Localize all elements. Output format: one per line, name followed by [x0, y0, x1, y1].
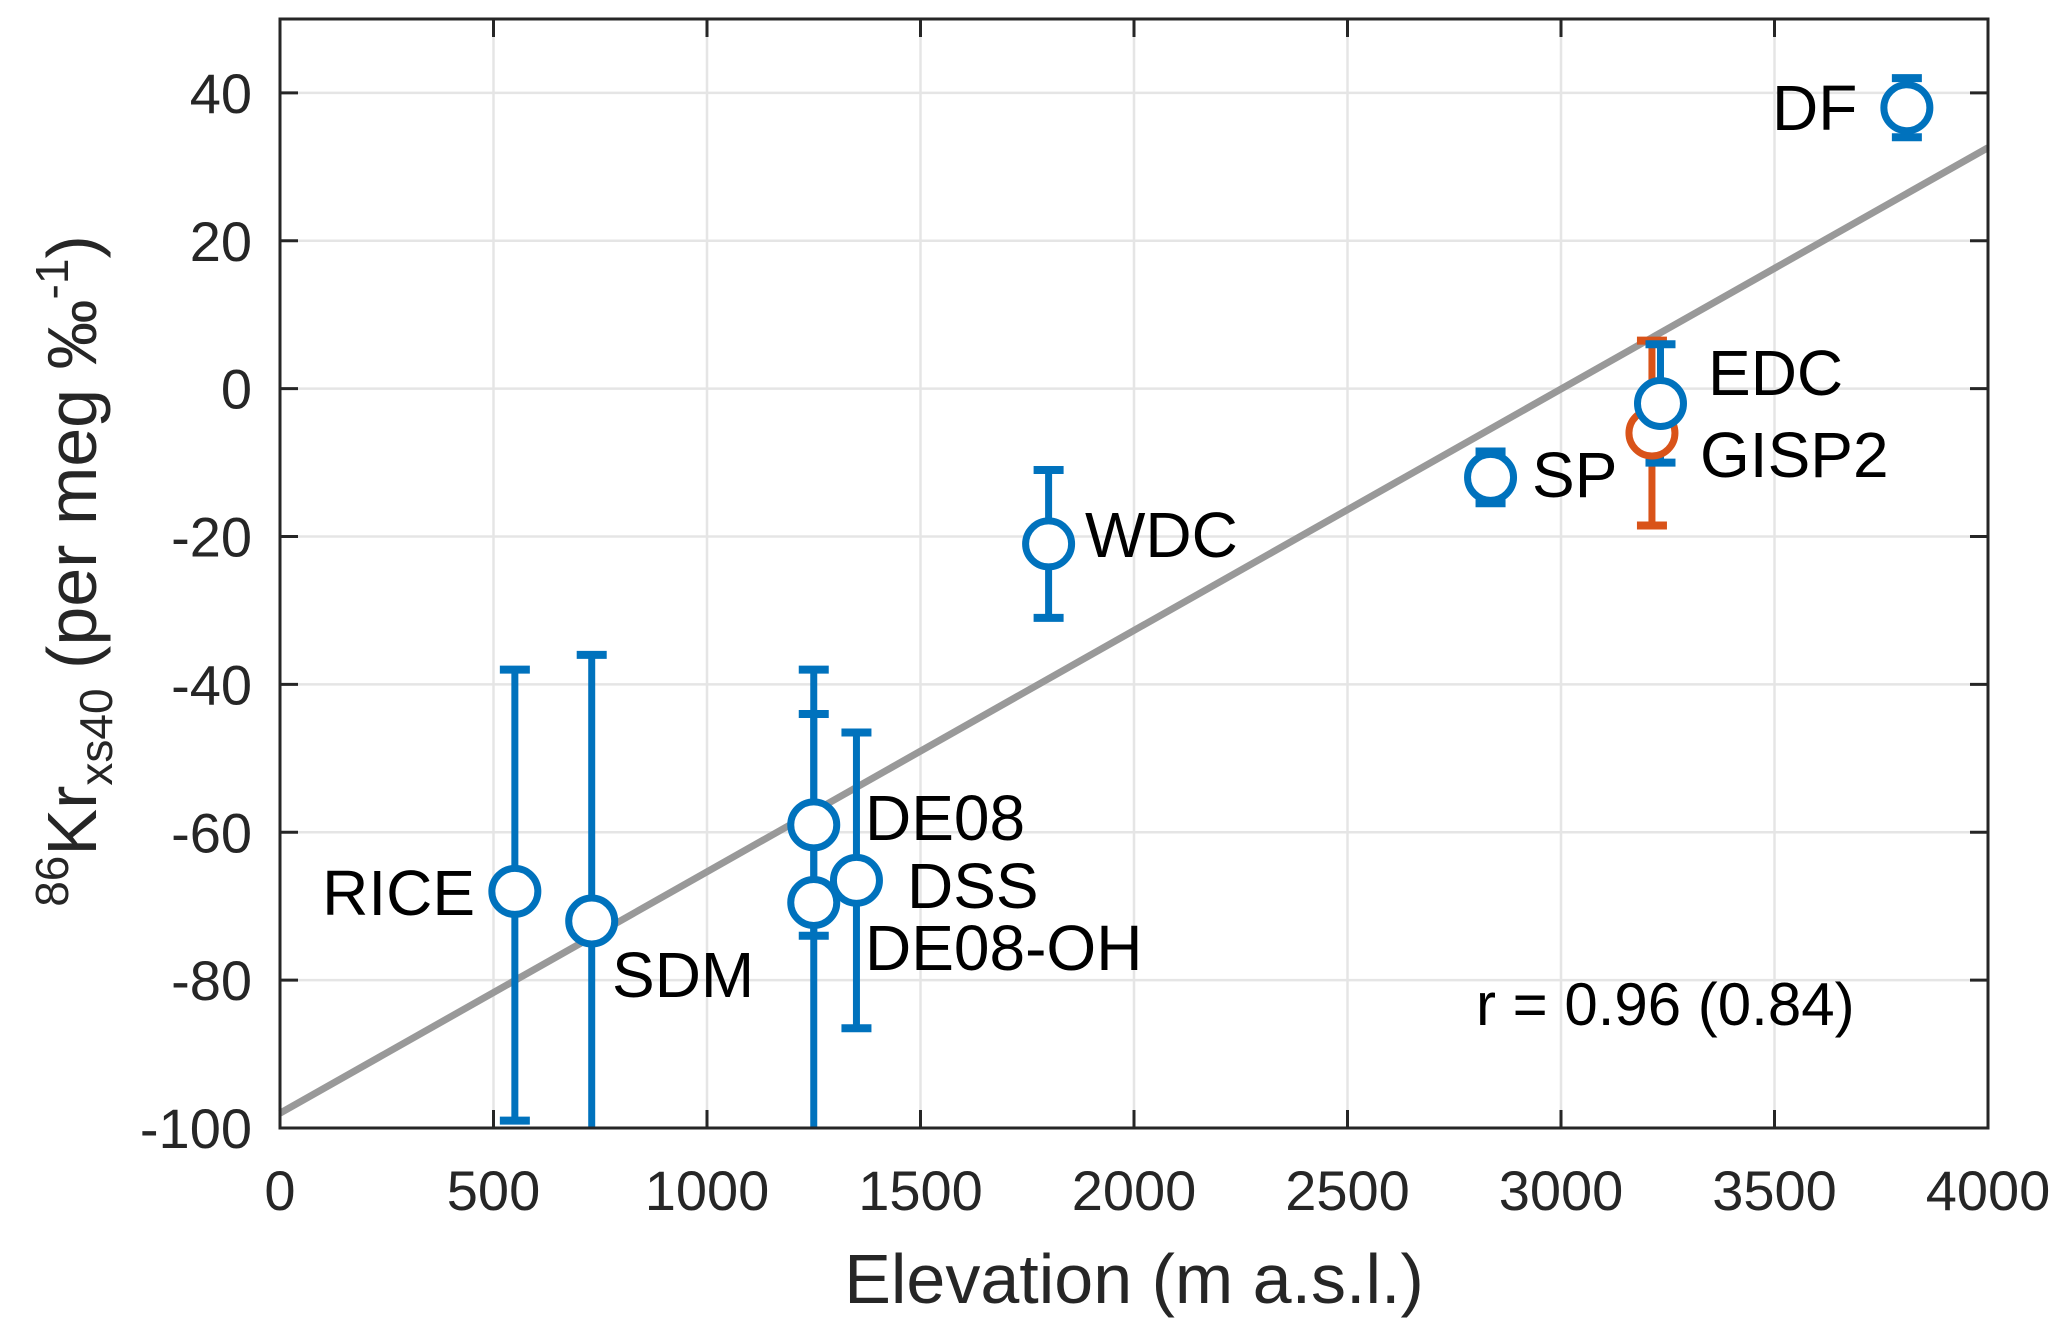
x-axis-label: Elevation (m a.s.l.)	[844, 1240, 1424, 1318]
marker-sdm	[565, 894, 619, 948]
y-tick-label: -100	[140, 1097, 252, 1160]
correlation-annotation: r = 0.96 (0.84)	[1476, 971, 1855, 1038]
y-label-isotope-mass: 86	[26, 856, 78, 907]
x-tick-label: 1500	[858, 1159, 983, 1222]
marker-df	[1880, 81, 1934, 135]
point-label-edc: EDC	[1708, 337, 1843, 409]
point-label-de08-oh: DE08-OH	[865, 912, 1142, 984]
marker-de08	[787, 798, 841, 852]
marker-dss	[829, 853, 883, 907]
y-tick-label: -60	[171, 801, 252, 864]
y-tick-label: -20	[171, 506, 252, 569]
x-tick-label: 1000	[645, 1159, 770, 1222]
y-label-element: Kr	[33, 786, 111, 856]
x-tick-label: 2000	[1072, 1159, 1197, 1222]
x-tick-label: 500	[447, 1159, 540, 1222]
x-tick-label: 4000	[1926, 1159, 2051, 1222]
point-label-de08: DE08	[865, 782, 1025, 854]
regression-line	[278, 144, 1990, 1117]
point-label-sp: SP	[1532, 439, 1617, 511]
y-label-subscript: xs40	[70, 688, 122, 785]
x-tick-label: 3000	[1499, 1159, 1624, 1222]
marker-de08-oh	[787, 876, 841, 930]
y-tick-label: -80	[171, 949, 252, 1012]
marker-rice	[488, 864, 542, 918]
fit-line-layer	[278, 144, 1990, 1117]
point-label-gisp2: GISP2	[1700, 419, 1889, 491]
point-label-df: DF	[1772, 72, 1857, 144]
marker-wdc	[1022, 517, 1076, 571]
y-tick-label: 0	[221, 358, 252, 421]
y-tick-label: 40	[190, 62, 252, 125]
y-label-units-exponent: -1	[26, 259, 78, 300]
y-tick-label: -40	[171, 653, 252, 716]
point-label-rice: RICE	[322, 857, 475, 929]
point-label-sdm: SDM	[612, 939, 754, 1011]
point-labels: RICE SDM DE08 DE08-OH DSS WDC SP EDC DF …	[322, 72, 1888, 1011]
y-tick-labels: -100 -80 -60 -40 -20 0 20 40	[140, 62, 252, 1160]
axis-ticks	[278, 19, 1990, 1130]
x-tick-label: 3500	[1712, 1159, 1837, 1222]
x-tick-label: 2500	[1285, 1159, 1410, 1222]
y-label-close: )	[33, 235, 111, 258]
x-tick-label: 0	[264, 1159, 295, 1222]
y-tick-label: 20	[190, 210, 252, 273]
point-label-dss: DSS	[907, 850, 1039, 922]
point-label-wdc: WDC	[1085, 499, 1238, 571]
data-markers	[488, 81, 1934, 948]
grid-lines	[280, 19, 1988, 1128]
marker-edc	[1633, 376, 1687, 430]
x-tick-labels: 0 500 1000 1500 2000 2500 3000 3500 4000	[264, 1159, 2050, 1222]
marker-sp	[1464, 450, 1518, 504]
y-axis-label: 86Krxs40 (per meg ‰-1)	[26, 235, 122, 907]
y-label-units: (per meg ‰	[33, 299, 111, 688]
